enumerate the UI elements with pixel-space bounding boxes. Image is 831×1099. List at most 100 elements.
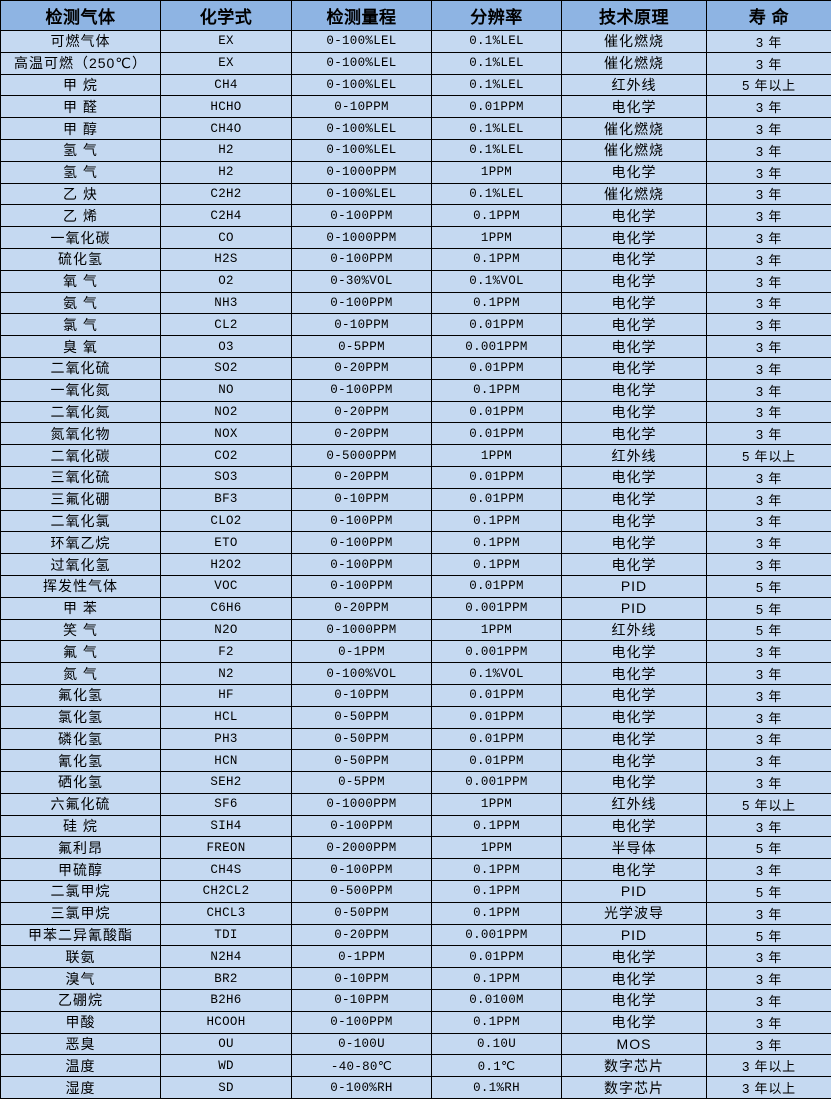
cell-range: 0-100%LEL (292, 139, 432, 161)
cell-range: 0-1PPM (292, 946, 432, 968)
cell-lifetime: 3 年 (707, 946, 831, 968)
column-header-gas: 检测气体 (1, 1, 161, 31)
cell-formula: PH3 (161, 728, 292, 750)
cell-gas: 二氧化碳 (1, 445, 161, 467)
cell-gas: 温度 (1, 1055, 161, 1077)
cell-gas: 乙 炔 (1, 183, 161, 205)
cell-gas: 甲酸 (1, 1011, 161, 1033)
cell-lifetime: 3 年 (707, 859, 831, 881)
cell-resolution: 1PPM (432, 837, 562, 859)
cell-gas: 氰化氢 (1, 750, 161, 772)
cell-formula: N2O (161, 619, 292, 641)
cell-lifetime: 3 年 (707, 118, 831, 140)
cell-lifetime: 3 年 (707, 292, 831, 314)
cell-formula: F2 (161, 641, 292, 663)
cell-principle: 光学波导 (562, 902, 707, 924)
cell-gas: 三氧化硫 (1, 466, 161, 488)
cell-range: 0-20PPM (292, 597, 432, 619)
cell-range: 0-100U (292, 1033, 432, 1055)
cell-range: 0-100PPM (292, 248, 432, 270)
cell-lifetime: 3 年 (707, 31, 831, 53)
cell-lifetime: 3 年 (707, 990, 831, 1012)
cell-resolution: 0.01PPM (432, 357, 562, 379)
column-header-lifetime: 寿 命 (707, 1, 831, 31)
table-header: 检测气体 化学式 检测量程 分辨率 技术原理 寿 命 (1, 1, 831, 31)
cell-principle: 催化燃烧 (562, 52, 707, 74)
cell-resolution: 0.01PPM (432, 706, 562, 728)
cell-resolution: 0.001PPM (432, 597, 562, 619)
cell-resolution: 1PPM (432, 161, 562, 183)
cell-formula: CO (161, 227, 292, 249)
cell-principle: 电化学 (562, 990, 707, 1012)
column-header-formula: 化学式 (161, 1, 292, 31)
cell-lifetime: 3 年 (707, 554, 831, 576)
cell-lifetime: 3 年 (707, 314, 831, 336)
cell-range: 0-10PPM (292, 684, 432, 706)
cell-lifetime: 3 年 (707, 227, 831, 249)
cell-range: 0-5PPM (292, 772, 432, 794)
cell-resolution: 0.01PPM (432, 575, 562, 597)
cell-formula: C6H6 (161, 597, 292, 619)
cell-lifetime: 3 年 (707, 401, 831, 423)
cell-principle: 电化学 (562, 641, 707, 663)
cell-formula: SIH4 (161, 815, 292, 837)
cell-lifetime: 5 年 (707, 837, 831, 859)
cell-lifetime: 3 年 (707, 205, 831, 227)
cell-formula: BF3 (161, 488, 292, 510)
cell-formula: CH4 (161, 74, 292, 96)
cell-gas: 过氧化氢 (1, 554, 161, 576)
cell-formula: NH3 (161, 292, 292, 314)
cell-lifetime: 5 年 (707, 881, 831, 903)
cell-gas: 氢 气 (1, 161, 161, 183)
cell-lifetime: 3 年 (707, 641, 831, 663)
cell-formula: CLO2 (161, 510, 292, 532)
cell-gas: 挥发性气体 (1, 575, 161, 597)
cell-formula: H2S (161, 248, 292, 270)
cell-principle: 红外线 (562, 619, 707, 641)
cell-principle: 电化学 (562, 205, 707, 227)
cell-formula: OU (161, 1033, 292, 1055)
cell-range: 0-20PPM (292, 423, 432, 445)
cell-gas: 氯 气 (1, 314, 161, 336)
cell-range: 0-5PPM (292, 336, 432, 358)
cell-principle: 红外线 (562, 74, 707, 96)
cell-formula: N2H4 (161, 946, 292, 968)
cell-formula: H2O2 (161, 554, 292, 576)
cell-gas: 恶臭 (1, 1033, 161, 1055)
cell-range: 0-500PPM (292, 881, 432, 903)
cell-gas: 氧 气 (1, 270, 161, 292)
cell-formula: O3 (161, 336, 292, 358)
cell-lifetime: 3 年 (707, 1033, 831, 1055)
cell-lifetime: 3 年 (707, 423, 831, 445)
cell-range: 0-50PPM (292, 902, 432, 924)
cell-gas: 臭 氧 (1, 336, 161, 358)
cell-gas: 硅 烷 (1, 815, 161, 837)
cell-principle: 催化燃烧 (562, 139, 707, 161)
cell-resolution: 0.1%LEL (432, 118, 562, 140)
cell-lifetime: 3 年以上 (707, 1077, 831, 1099)
cell-resolution: 0.1%VOL (432, 270, 562, 292)
cell-range: 0-10PPM (292, 96, 432, 118)
cell-gas: 乙 烯 (1, 205, 161, 227)
cell-gas: 甲 醇 (1, 118, 161, 140)
cell-resolution: 1PPM (432, 445, 562, 467)
cell-resolution: 0.1PPM (432, 1011, 562, 1033)
cell-lifetime: 5 年 (707, 924, 831, 946)
